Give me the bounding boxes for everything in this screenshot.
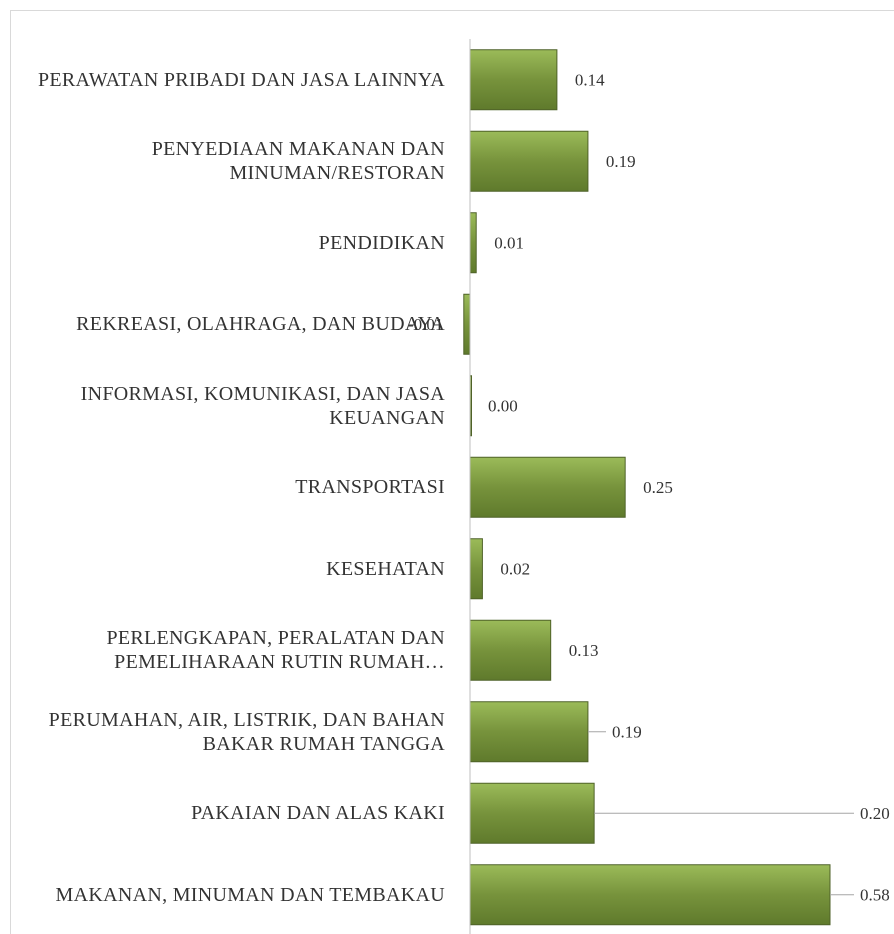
bar [469, 49, 558, 111]
category-label: PERAWATAN PRIBADI DAN JASA LAINNYA [37, 68, 445, 91]
value-label: 0.58 [860, 886, 890, 905]
bar [469, 212, 477, 274]
value-label: 0.14 [575, 71, 605, 90]
bar [469, 701, 589, 763]
bar [469, 456, 626, 518]
value-label: 0.25 [643, 478, 673, 497]
category-label: PERUMAHAN, AIR, LISTRIK, DAN BAHAN BAKAR… [48, 708, 445, 755]
category-label: REKREASI, OLAHRAGA, DAN BUDAYA [76, 313, 445, 336]
category-label: MAKANAN, MINUMAN DAN TEMBAKAU [55, 883, 445, 906]
category-label: INFORMASI, KOMUNIKASI, DAN JASA KEUANGAN [80, 382, 445, 429]
category-label: TRANSPORTASI [295, 476, 445, 499]
category-label: PENYEDIAAN MAKANAN DAN MINUMAN/RESTORAN [151, 138, 445, 185]
bar [469, 619, 552, 681]
category-label: KESEHATAN [326, 557, 445, 580]
bar [469, 130, 589, 192]
value-label: 0.19 [612, 723, 642, 742]
value-label: -0.01 [408, 315, 443, 334]
category-label: PAKAIAN DAN ALAS KAKI [191, 802, 445, 825]
category-label: PENDIDIKAN [318, 231, 445, 254]
value-label: 0.13 [569, 641, 599, 660]
value-label: 0.01 [494, 234, 524, 253]
value-label: 0.02 [500, 560, 530, 579]
bar [469, 864, 831, 926]
bar [469, 538, 483, 600]
bar [469, 782, 595, 844]
category-label: PERLENGKAPAN, PERALATAN DAN PEMELIHARAAN… [106, 627, 445, 674]
bar [463, 293, 471, 355]
value-label: 0.19 [606, 152, 636, 171]
value-label: 0.00 [488, 397, 518, 416]
value-label: 0.20 [860, 804, 890, 823]
chart-border [10, 10, 894, 934]
